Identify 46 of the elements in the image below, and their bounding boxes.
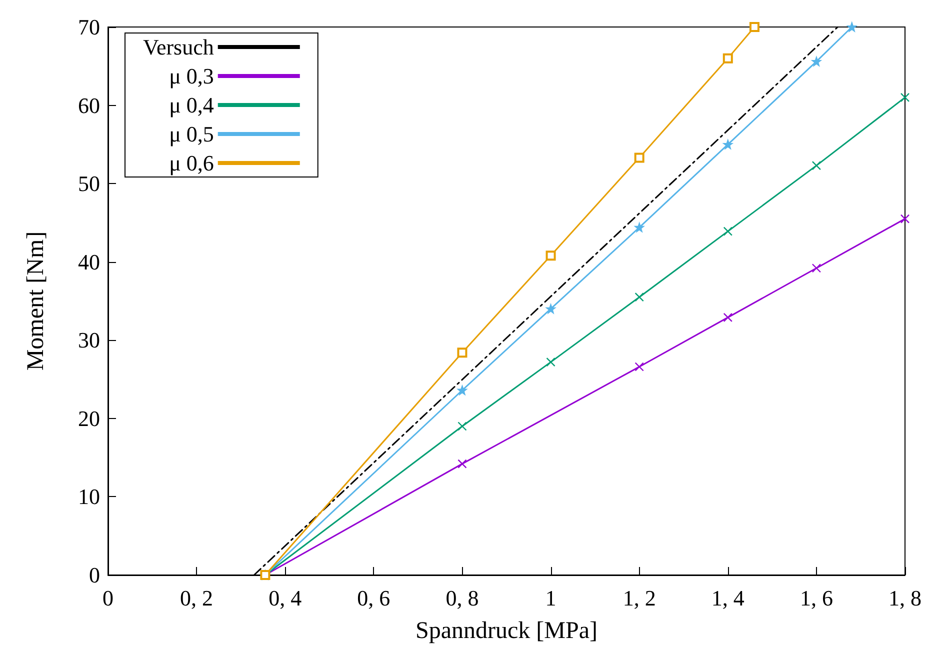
x-tick-label: 0, 8 <box>446 586 479 610</box>
y-tick-label: 40 <box>78 249 100 274</box>
legend-label: μ 0,6 <box>169 150 214 176</box>
point <box>458 459 467 468</box>
point <box>722 53 733 64</box>
x-tick-label: 1, 6 <box>800 586 833 610</box>
point <box>723 226 732 236</box>
x-axis-title: Spanndruck [MPa] <box>416 618 598 644</box>
point <box>458 422 467 431</box>
x-tick-label: 0, 6 <box>357 586 390 610</box>
legend-label: μ 0,5 <box>169 122 214 146</box>
x-tick-label: 0, 4 <box>268 586 302 610</box>
point <box>458 386 467 395</box>
point <box>812 264 822 273</box>
legend-label: Versuch <box>142 34 214 60</box>
point <box>812 56 822 66</box>
y-tick-label: 0 <box>89 562 100 588</box>
y-axis-title: Moment [Nm] <box>23 231 49 371</box>
point <box>546 357 556 367</box>
y-tick-label: 10 <box>78 484 100 510</box>
point <box>634 152 644 163</box>
y-tick-label: 20 <box>78 406 100 431</box>
legend-label: μ 0,3 <box>169 64 214 88</box>
y-tick-label: 30 <box>78 328 100 353</box>
point <box>634 362 644 372</box>
y-tick-label: 60 <box>78 92 100 118</box>
y-tick-label: 70 <box>78 14 100 40</box>
point <box>812 160 822 170</box>
point <box>634 222 644 232</box>
point <box>546 304 556 314</box>
point <box>900 92 910 102</box>
point <box>457 348 468 358</box>
point <box>634 292 644 302</box>
point <box>546 250 556 261</box>
y-tick-label: 50 <box>78 171 100 196</box>
point <box>749 22 760 32</box>
point <box>723 312 732 322</box>
x-tick-label: 1 <box>545 586 556 610</box>
x-tick-label: 1, 8 <box>888 586 922 610</box>
point <box>723 140 732 150</box>
x-tick-label: 1, 2 <box>622 586 656 610</box>
x-tick-label: 1, 4 <box>711 586 744 610</box>
point <box>900 214 910 224</box>
legend-label: μ 0,4 <box>169 92 214 118</box>
x-tick-label: 0, 2 <box>180 586 214 610</box>
point <box>847 22 856 32</box>
